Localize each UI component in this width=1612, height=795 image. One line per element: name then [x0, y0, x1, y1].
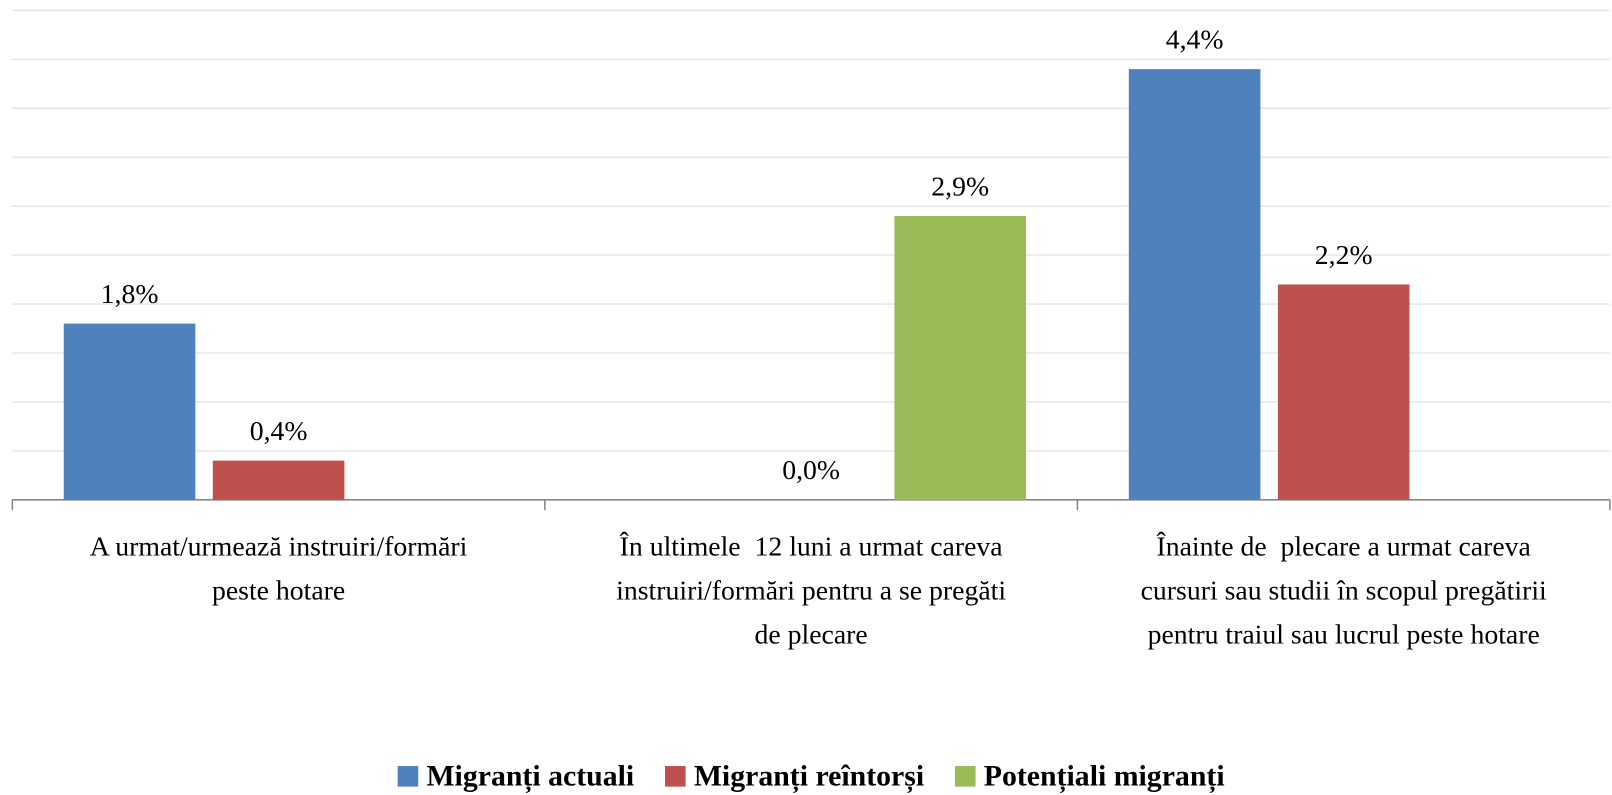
value-label: 2,9%	[931, 171, 989, 202]
bars	[63, 69, 1410, 500]
legend-label: Migranți actuali	[426, 760, 634, 794]
bar	[894, 215, 1027, 500]
bar	[212, 460, 345, 500]
x-tick-label: Înainte de plecare a urmat careva cursuri…	[1141, 531, 1547, 650]
legend: Migranți actuali Migranți reîntorși Potenț…	[397, 760, 1225, 794]
value-label: 0,4%	[250, 416, 308, 447]
value-label: 4,4%	[1166, 25, 1224, 56]
legend-swatch	[665, 766, 686, 787]
value-label: 1,8%	[101, 279, 159, 310]
bar	[1277, 284, 1410, 500]
legend-swatch	[397, 766, 419, 787]
bar	[63, 323, 196, 500]
bar	[1128, 69, 1261, 500]
legend-label: Potențiali migranți	[984, 760, 1225, 794]
labels: 1,8% 4,4% 0,4% 0,0% 2,2% 2,9% A urmat/urmează …	[90, 25, 1547, 651]
value-label: 2,2%	[1315, 240, 1373, 271]
legend-label: Migranți reîntorși	[694, 760, 924, 794]
x-tick-label: În ultimele 12 luni a urmat careva instru…	[616, 531, 1006, 650]
value-label: 0,0%	[782, 455, 840, 486]
x-tick-label: A urmat/urmează instruiri/formări peste h…	[90, 531, 468, 606]
legend-swatch	[955, 766, 976, 787]
